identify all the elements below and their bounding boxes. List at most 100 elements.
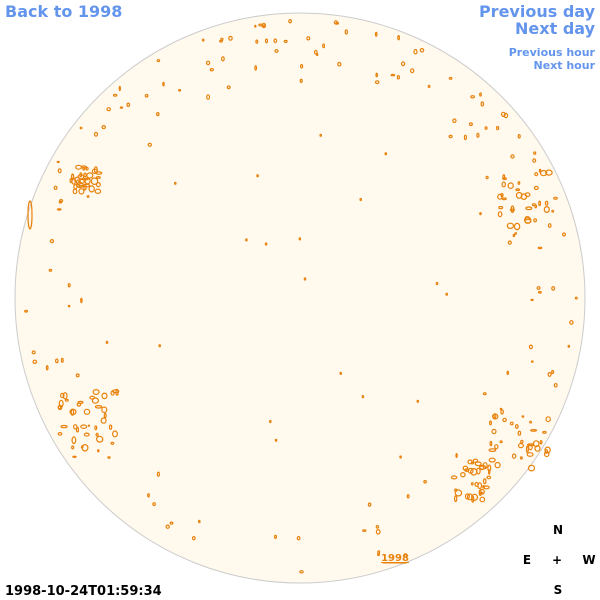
contour <box>517 430 522 436</box>
contour <box>506 222 515 229</box>
contour <box>92 389 100 396</box>
contour <box>569 320 574 325</box>
contour <box>77 400 84 404</box>
contour <box>474 481 479 487</box>
contour <box>463 134 467 141</box>
contour <box>537 290 542 294</box>
contour <box>476 132 480 138</box>
contour <box>209 67 214 72</box>
contour <box>71 436 77 445</box>
contour <box>54 358 59 364</box>
contour <box>510 205 515 214</box>
contour <box>374 31 378 37</box>
contour <box>58 399 64 408</box>
contour <box>390 73 396 77</box>
contour <box>553 382 558 388</box>
contour <box>158 344 161 348</box>
contour <box>296 536 301 541</box>
contour <box>78 188 85 195</box>
contour <box>448 134 453 139</box>
contour <box>85 166 89 171</box>
contour <box>524 216 532 224</box>
contour <box>361 395 365 399</box>
contour <box>288 19 293 24</box>
contour <box>530 429 538 432</box>
next-hour-link[interactable]: Next hour <box>534 59 596 72</box>
contour <box>111 430 118 438</box>
contour <box>303 277 307 281</box>
contour <box>107 456 111 459</box>
contour <box>435 281 439 286</box>
contour <box>460 472 466 478</box>
contour <box>500 409 504 415</box>
contour <box>545 416 551 423</box>
contour <box>498 205 504 210</box>
contour <box>543 206 550 214</box>
contour <box>147 493 150 498</box>
contour <box>71 445 75 450</box>
contour <box>486 475 492 480</box>
contour <box>397 35 401 41</box>
contour <box>31 350 36 355</box>
contour <box>511 453 517 459</box>
previous-day-link[interactable]: Previous day <box>479 2 596 21</box>
contour <box>94 188 102 194</box>
contour <box>547 223 552 228</box>
contour <box>165 524 170 529</box>
contour <box>298 237 302 241</box>
compass-center: + <box>552 553 562 567</box>
contour <box>509 421 514 426</box>
contour <box>57 432 63 436</box>
contour <box>255 39 259 44</box>
contour <box>299 78 303 84</box>
contour <box>56 160 60 164</box>
contour <box>156 59 161 63</box>
contour <box>93 166 98 174</box>
contour <box>274 49 279 53</box>
contour <box>406 494 410 499</box>
contour <box>48 268 53 272</box>
contour <box>198 519 201 524</box>
contour <box>115 388 119 396</box>
contour <box>178 88 182 92</box>
year-link[interactable]: 1998 <box>381 553 409 564</box>
contour <box>254 24 257 28</box>
contour <box>482 462 488 470</box>
contour <box>162 81 165 87</box>
contour <box>106 107 112 112</box>
back-link[interactable]: Back to 1998 <box>5 2 122 21</box>
contour <box>112 93 118 97</box>
contour <box>467 459 473 465</box>
contour <box>362 529 367 532</box>
previous-hour-link[interactable]: Previous hour <box>509 46 596 59</box>
contour <box>544 200 549 206</box>
contour <box>152 502 156 507</box>
contour <box>478 488 485 495</box>
contour <box>537 246 543 250</box>
contour <box>24 309 29 313</box>
contour <box>513 222 521 231</box>
contour <box>59 392 65 399</box>
contour <box>226 85 231 90</box>
contour <box>468 122 473 127</box>
contour <box>62 392 68 400</box>
contour <box>413 48 418 55</box>
contour <box>452 118 457 124</box>
contour <box>517 181 521 185</box>
contour <box>313 49 318 55</box>
contour <box>105 340 109 344</box>
contour <box>479 496 486 503</box>
contour <box>512 233 516 238</box>
contour <box>525 445 529 454</box>
contour <box>448 76 453 80</box>
contour <box>100 417 107 424</box>
contour <box>67 304 71 308</box>
contour <box>497 193 503 200</box>
next-day-link[interactable]: Next day <box>515 19 596 38</box>
contour <box>427 84 431 89</box>
contour <box>220 37 224 41</box>
contour <box>72 455 77 458</box>
contour <box>396 75 400 80</box>
contour <box>73 424 78 430</box>
